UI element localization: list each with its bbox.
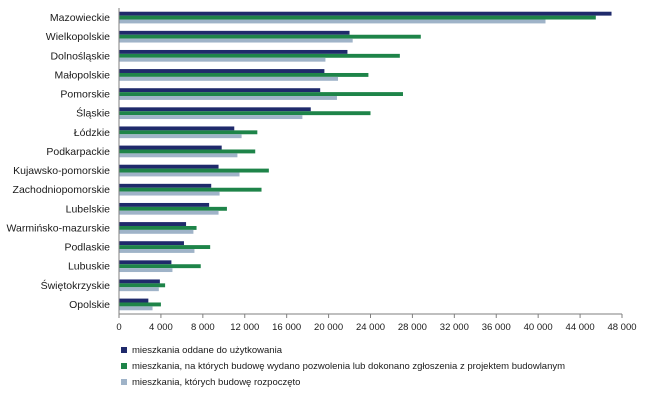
bar [119,115,303,120]
bar [119,245,211,250]
bar [119,191,220,196]
category-label: Warmińsko-mazurskie [7,222,111,234]
legend-label: mieszkania oddane do użytkowania [132,345,283,356]
bar [119,229,194,234]
x-tick-label: 8 000 [191,322,215,333]
x-tick-label: 0 [116,322,121,333]
bar [119,126,235,131]
category-label: Podlaskie [64,242,110,254]
bar [119,88,321,93]
legend-swatch [121,379,127,385]
bar [119,183,212,188]
bar [119,92,403,97]
category-label: Wielkopolskie [46,31,110,43]
x-tick-label: 28 000 [398,322,427,333]
bar [119,222,187,226]
bar [119,298,149,303]
legend-label: mieszkania, których budowę rozpoczęto [132,377,300,388]
bar [119,206,227,211]
category-label: Małopolskie [55,69,111,81]
x-tick-label: 16 000 [272,322,301,333]
bar [119,202,210,207]
bar [119,53,400,58]
x-tick-label: 24 000 [356,322,385,333]
bar [119,111,371,116]
category-label: Śląskie [76,107,110,120]
x-tick-label: 48 000 [607,322,636,333]
category-label: Świętokrzyskie [41,279,111,292]
bar [119,34,421,39]
bar [119,264,201,269]
bar [119,69,325,73]
bar [119,306,153,311]
bar [119,279,160,284]
legend-swatch [121,347,127,353]
bar [119,107,311,112]
category-label: Lubelskie [66,203,111,215]
bar [119,153,238,158]
x-tick-label: 36 000 [482,322,511,333]
bar [119,168,269,173]
bar [119,145,222,150]
legend-swatch [121,363,127,369]
x-tick-label: 12 000 [230,322,259,333]
bar [119,164,219,169]
x-tick-label: 32 000 [440,322,469,333]
category-label: Kujawsko-pomorskie [13,165,110,177]
bar [119,134,242,139]
category-label: Łódzkie [74,127,110,139]
category-labels: Mazowieckie Wielkopolskie Dolnośląskie Mało… [7,12,111,311]
category-label: Zachodniopomorskie [13,184,111,196]
bar [119,302,161,307]
category-label: Mazowieckie [50,12,110,24]
legend-label: mieszkania, na których budowę wydano poz… [132,361,565,372]
bar [119,172,240,177]
bar [119,287,159,292]
bar [119,149,256,154]
bar [119,241,184,246]
bar [119,57,326,62]
bar [119,187,262,192]
bar [119,76,339,81]
x-tick-label: 4 000 [149,322,173,333]
bars-layer [119,11,612,311]
legend: mieszkania oddane do użytkowania mieszkan… [121,345,565,388]
x-tick-label: 20 000 [314,322,343,333]
category-label: Dolnośląskie [50,50,110,62]
bar [119,130,258,135]
bar [119,15,596,20]
bar [119,38,353,43]
bar [119,49,348,54]
bar [119,249,195,253]
category-label: Opolskie [69,299,110,311]
category-label: Lubuskie [68,261,110,273]
category-label: Podkarpackie [46,146,110,158]
bar [119,30,350,35]
bar [119,72,369,77]
bar [119,19,546,24]
bar [119,225,197,230]
bar [119,268,173,273]
x-axis: 0 4 000 8 000 12 000 16 000 20 000 24 000 28 00… [116,8,637,333]
category-label: Pomorskie [60,89,110,101]
x-tick-label: 40 000 [524,322,553,333]
x-tick-label: 44 000 [566,322,595,333]
bar [119,11,612,16]
bar [119,96,337,100]
bar [119,283,166,288]
bar [119,210,219,215]
bar [119,260,172,265]
